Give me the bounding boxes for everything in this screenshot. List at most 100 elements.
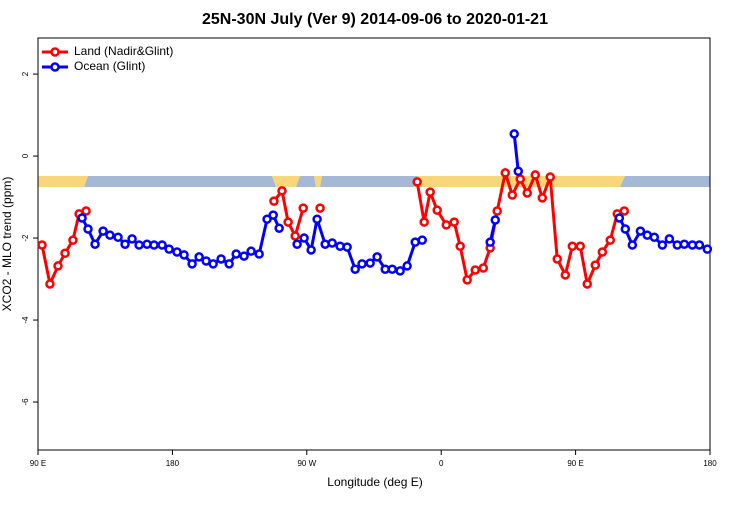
point: [113, 232, 123, 242]
point: [246, 246, 256, 256]
chart-title: 25N-30N July (Ver 9) 2014-09-06 to 2020-…: [202, 11, 548, 28]
point: [575, 241, 585, 252]
point: [664, 234, 675, 244]
point: [485, 237, 495, 247]
point: [522, 188, 532, 198]
point: [224, 259, 234, 269]
point: [299, 233, 309, 243]
point: [702, 244, 713, 254]
y-tick-label: 2: [21, 71, 30, 76]
point: [134, 240, 144, 250]
point: [298, 203, 308, 213]
point: [635, 226, 646, 236]
point: [412, 177, 422, 187]
point: [605, 235, 615, 245]
point: [649, 232, 660, 242]
point: [187, 259, 197, 269]
point: [537, 193, 548, 203]
point: [441, 220, 452, 230]
point: [45, 279, 55, 289]
point: [365, 258, 375, 268]
point: [582, 279, 592, 289]
point: [283, 217, 293, 227]
point: [395, 266, 405, 276]
y-axis-label: XCO2 - MLO trend (ppm): [0, 177, 14, 312]
point: [37, 240, 47, 250]
point: [216, 254, 226, 264]
point: [357, 259, 367, 269]
point: [239, 251, 249, 261]
point: [269, 196, 279, 206]
x-axis-label: Longitude (deg E): [327, 475, 422, 489]
point: [627, 240, 638, 250]
point: [597, 247, 608, 257]
x-tick-label: 90 E: [30, 459, 46, 468]
point: [105, 230, 115, 240]
point: [470, 265, 480, 275]
point: [372, 252, 382, 262]
point: [387, 264, 397, 274]
legend-label: Ocean (Glint): [74, 59, 145, 73]
point: [83, 224, 93, 234]
point: [455, 241, 465, 252]
x-tick-label: 90 E: [567, 459, 583, 468]
point: [290, 231, 300, 241]
point: [513, 166, 524, 176]
point: [149, 240, 159, 250]
point: [402, 261, 412, 271]
point: [350, 264, 360, 274]
point: [530, 170, 541, 180]
point: [306, 245, 316, 255]
point: [164, 244, 174, 254]
point: [254, 249, 264, 259]
point: [292, 239, 302, 249]
point: [490, 215, 501, 225]
point: [312, 214, 322, 224]
legend-marker: [50, 62, 60, 72]
point: [120, 239, 130, 249]
point: [262, 214, 272, 224]
point: [68, 235, 78, 245]
point: [60, 248, 70, 258]
point: [315, 203, 325, 213]
point: [657, 240, 668, 250]
point: [545, 172, 555, 182]
point: [157, 240, 167, 250]
legend-label: Land (Nadir&Glint): [74, 44, 173, 58]
point: [679, 239, 690, 249]
point: [614, 213, 625, 223]
x-tick-label: 90 W: [297, 459, 316, 468]
point: [277, 186, 287, 196]
point: [327, 238, 337, 248]
point: [694, 240, 705, 250]
point: [449, 217, 459, 227]
point: [509, 129, 519, 139]
x-tick-label: 180: [703, 459, 717, 468]
point: [425, 187, 435, 197]
point: [500, 168, 511, 178]
x-tick-label: 180: [166, 459, 180, 468]
point: [194, 252, 204, 262]
y-tick-label: -4: [21, 316, 30, 324]
point: [77, 213, 87, 223]
point: [98, 226, 108, 236]
point: [127, 234, 137, 244]
point: [560, 270, 571, 280]
point: [620, 224, 631, 234]
point: [507, 190, 518, 200]
point: [619, 206, 630, 216]
point: [342, 242, 352, 252]
point: [274, 223, 284, 233]
point: [419, 217, 429, 227]
point: [478, 263, 489, 273]
x-tick-label: 0: [439, 459, 444, 468]
point: [590, 260, 601, 270]
legend-marker: [50, 47, 60, 57]
point: [515, 174, 525, 184]
point: [81, 206, 91, 216]
point: [432, 205, 442, 215]
point: [268, 210, 278, 220]
point: [179, 250, 189, 260]
point: [231, 249, 241, 259]
